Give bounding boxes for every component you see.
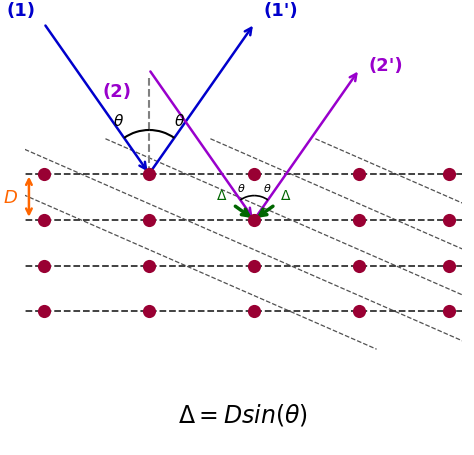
Text: $\theta$: $\theta$ (263, 182, 272, 194)
Point (445, 263, 453, 270)
Point (445, 308, 453, 315)
Point (40, 263, 48, 270)
Point (250, 308, 258, 315)
Point (356, 171, 363, 178)
Point (146, 171, 153, 178)
Text: $\Delta$: $\Delta$ (217, 189, 228, 203)
Point (445, 171, 453, 178)
Point (250, 171, 258, 178)
Text: (2): (2) (102, 83, 131, 101)
Point (445, 217, 453, 224)
Point (146, 308, 153, 315)
Point (40, 171, 48, 178)
Point (146, 217, 153, 224)
Text: $\Delta$: $\Delta$ (281, 189, 292, 203)
Point (146, 263, 153, 270)
Text: $\theta$: $\theta$ (174, 112, 185, 128)
Point (356, 217, 363, 224)
Text: $\theta$: $\theta$ (237, 182, 245, 194)
Text: (1): (1) (6, 2, 35, 20)
Point (250, 263, 258, 270)
Text: $\theta$: $\theta$ (113, 112, 124, 128)
Point (356, 308, 363, 315)
Text: $\Delta = Dsin(\theta)$: $\Delta = Dsin(\theta)$ (178, 401, 308, 427)
Text: $D$: $D$ (3, 188, 18, 206)
Point (40, 217, 48, 224)
Text: (1'): (1') (263, 2, 298, 20)
Point (356, 263, 363, 270)
Point (40, 308, 48, 315)
Text: (2'): (2') (368, 56, 403, 75)
Point (250, 217, 258, 224)
